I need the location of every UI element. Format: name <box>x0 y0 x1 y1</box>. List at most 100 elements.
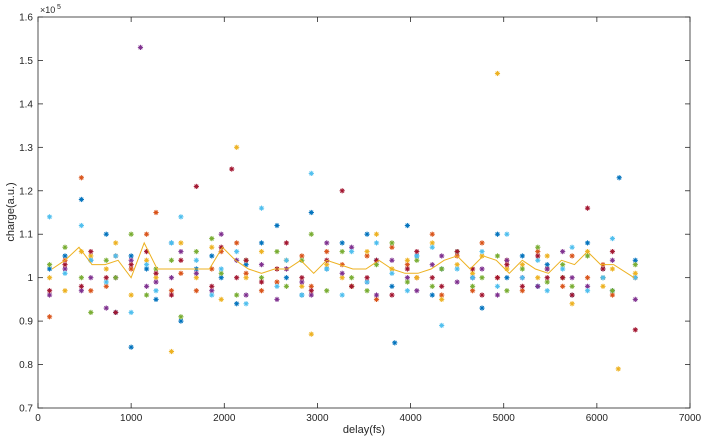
data-point <box>429 244 435 250</box>
data-point <box>364 288 370 294</box>
data-point <box>632 270 638 276</box>
data-point <box>234 144 240 150</box>
data-point <box>103 305 109 311</box>
data-point <box>308 170 314 176</box>
data-point <box>519 283 525 289</box>
data-point <box>494 275 501 281</box>
data-point <box>339 240 345 246</box>
data-point <box>46 288 53 294</box>
data-point <box>349 283 355 289</box>
data-point <box>454 249 460 255</box>
data-point <box>560 262 566 268</box>
data-point <box>429 292 435 298</box>
data-point <box>88 253 94 259</box>
data-point <box>178 240 184 246</box>
data-point <box>218 231 224 237</box>
data-point <box>193 257 199 263</box>
y-exponent-base: ×10 <box>40 5 55 15</box>
data-point <box>218 275 224 281</box>
y-tick-label: 1 <box>27 273 33 284</box>
data-point <box>615 366 621 372</box>
data-point <box>62 288 68 294</box>
data-point <box>143 283 150 289</box>
data-point <box>113 309 119 316</box>
data-point <box>274 283 280 289</box>
data-point <box>299 279 305 285</box>
data-point <box>479 266 485 272</box>
data-point <box>178 270 184 276</box>
data-point <box>519 288 525 294</box>
data-point <box>560 283 566 289</box>
data-point <box>153 270 159 276</box>
data-point <box>78 196 84 203</box>
data-point <box>153 288 159 294</box>
data-point <box>584 275 591 281</box>
data-point <box>274 296 280 302</box>
data-point <box>600 266 606 272</box>
x-tick-label: 4000 <box>399 413 422 424</box>
data-point <box>389 244 395 250</box>
data-point <box>414 249 420 255</box>
data-point <box>569 283 575 289</box>
data-point <box>193 288 199 294</box>
data-point <box>143 292 150 298</box>
data-point <box>299 283 305 289</box>
data-point <box>504 288 510 294</box>
data-point <box>168 292 175 298</box>
data-point <box>218 244 224 250</box>
data-point <box>88 309 94 316</box>
data-point <box>78 175 84 181</box>
data-point <box>494 253 501 259</box>
data-point <box>168 240 175 246</box>
data-point <box>504 262 510 268</box>
data-point <box>544 266 550 272</box>
data-point <box>128 231 134 237</box>
data-point <box>339 270 345 276</box>
data-point <box>299 253 305 259</box>
data-point <box>209 235 215 242</box>
data-point <box>364 231 370 237</box>
data-point <box>46 275 53 281</box>
data-point <box>324 240 330 246</box>
data-point <box>153 279 159 285</box>
data-point <box>218 296 224 302</box>
data-point <box>137 44 144 51</box>
data-point <box>569 292 575 298</box>
data-point <box>62 266 68 272</box>
data-point <box>243 292 249 298</box>
data-point <box>234 240 240 246</box>
data-point <box>308 331 314 337</box>
data-marks <box>46 44 638 372</box>
data-point <box>234 292 240 298</box>
data-point <box>193 275 199 281</box>
data-point <box>308 209 314 216</box>
data-point <box>88 288 94 294</box>
y-tick-label: 1.4 <box>19 99 33 110</box>
data-point <box>584 253 591 259</box>
x-tick-label: 2000 <box>213 413 236 424</box>
data-point <box>544 288 550 294</box>
data-point <box>339 292 345 298</box>
data-point <box>274 222 280 229</box>
data-point <box>479 275 485 281</box>
data-point <box>616 175 622 181</box>
data-point <box>584 205 591 211</box>
data-point <box>209 283 215 289</box>
data-point <box>218 270 224 276</box>
data-point <box>349 244 355 250</box>
data-point <box>143 257 150 263</box>
data-point <box>389 240 395 246</box>
data-point <box>349 249 355 255</box>
data-point <box>632 262 638 268</box>
data-point <box>439 292 445 298</box>
data-point <box>128 257 134 263</box>
data-point <box>414 257 420 263</box>
data-point <box>469 283 476 289</box>
data-point <box>414 288 420 294</box>
data-point <box>229 166 235 172</box>
data-point <box>46 292 53 298</box>
data-point <box>274 249 280 255</box>
y-tick-label: 1.6 <box>19 13 33 24</box>
data-point <box>519 262 525 268</box>
data-point <box>544 253 550 259</box>
